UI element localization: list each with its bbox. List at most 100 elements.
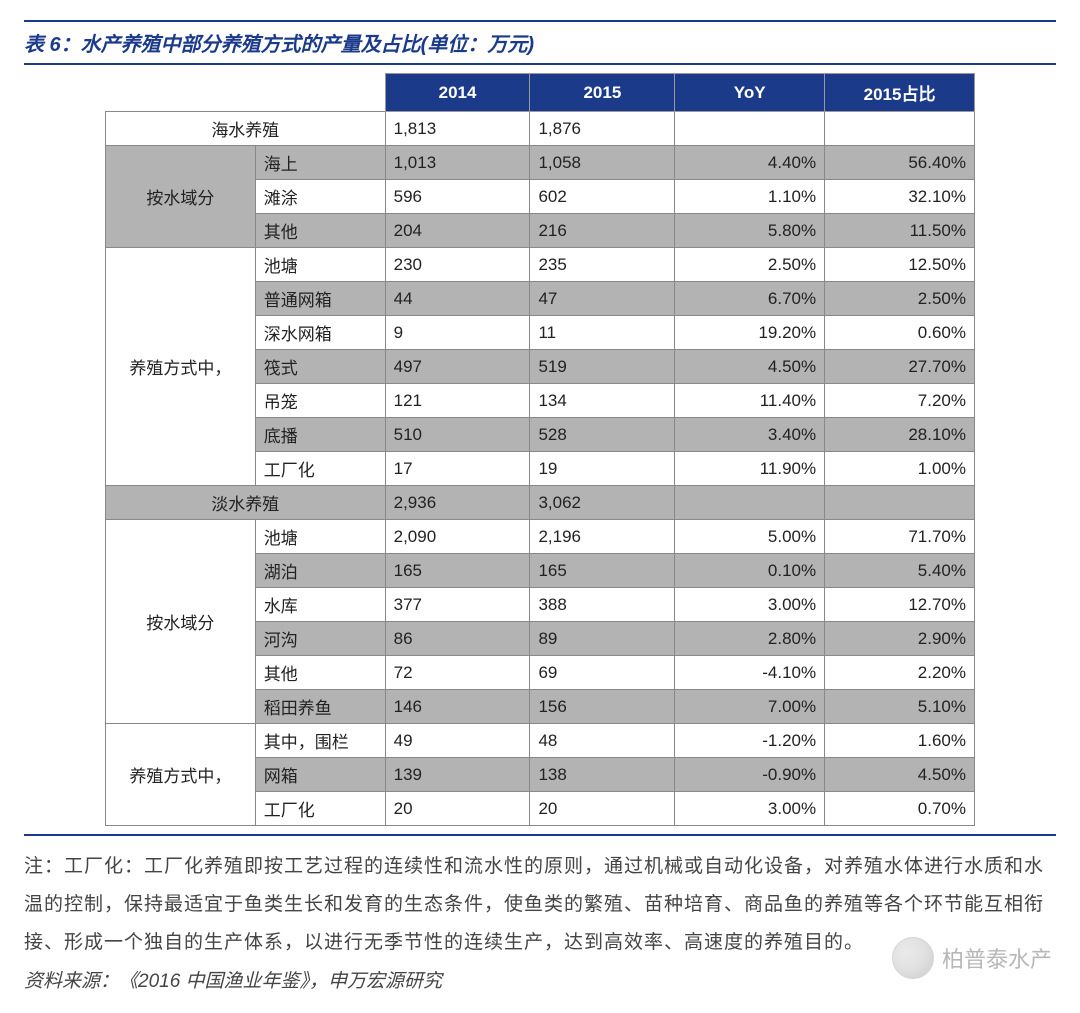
cell: 230	[385, 248, 530, 282]
cell: 121	[385, 384, 530, 418]
cell	[675, 486, 825, 520]
cell: 河沟	[255, 622, 385, 656]
cell: 池塘	[255, 520, 385, 554]
cell: 工厂化	[255, 792, 385, 826]
cell: 湖泊	[255, 554, 385, 588]
data-table: 2014 2015 YoY 2015占比 海水养殖1,8131,876按水域分海…	[105, 73, 975, 826]
cell: 602	[530, 180, 675, 214]
cell: 596	[385, 180, 530, 214]
cell: 5.80%	[675, 214, 825, 248]
cell: 1,876	[530, 112, 675, 146]
table-row: 淡水养殖2,9363,062	[106, 486, 975, 520]
cell: 11.90%	[675, 452, 825, 486]
cell: 86	[385, 622, 530, 656]
cell: 普通网箱	[255, 282, 385, 316]
cell	[825, 112, 975, 146]
watermark: 柏普泰水产	[892, 937, 1052, 979]
cell: 0.10%	[675, 554, 825, 588]
cell: 深水网箱	[255, 316, 385, 350]
cell: 139	[385, 758, 530, 792]
header-row: 2014 2015 YoY 2015占比	[106, 74, 975, 112]
table-row: 养殖方式中，其中，围栏4948-1.20%1.60%	[106, 724, 975, 758]
cell: -1.20%	[675, 724, 825, 758]
cell: 72	[385, 656, 530, 690]
cell: 稻田养鱼	[255, 690, 385, 724]
watermark-text: 柏普泰水产	[942, 942, 1052, 974]
cell: 12.70%	[825, 588, 975, 622]
cell: 1,058	[530, 146, 675, 180]
cell: 11.40%	[675, 384, 825, 418]
cell: 20	[530, 792, 675, 826]
cell: 其他	[255, 656, 385, 690]
cell: 池塘	[255, 248, 385, 282]
cell: 2.80%	[675, 622, 825, 656]
cell: 497	[385, 350, 530, 384]
cell: 工厂化	[255, 452, 385, 486]
cell: 28.10%	[825, 418, 975, 452]
col-yoy: YoY	[675, 74, 825, 112]
cell: 44	[385, 282, 530, 316]
cell: 71.70%	[825, 520, 975, 554]
cell: 12.50%	[825, 248, 975, 282]
table-row: 养殖方式中，池塘2302352.50%12.50%	[106, 248, 975, 282]
cell: 49	[385, 724, 530, 758]
cell: 510	[385, 418, 530, 452]
cell: 筏式	[255, 350, 385, 384]
cell: 377	[385, 588, 530, 622]
cell: 7.00%	[675, 690, 825, 724]
cell: 165	[385, 554, 530, 588]
cell: 2.20%	[825, 656, 975, 690]
bottom-rule	[24, 834, 1056, 836]
cell: 9	[385, 316, 530, 350]
cell: 47	[530, 282, 675, 316]
cell: 2,196	[530, 520, 675, 554]
cell: 海上	[255, 146, 385, 180]
col-2015: 2015	[530, 74, 675, 112]
cell: 69	[530, 656, 675, 690]
cell: 3.00%	[675, 588, 825, 622]
cell: 3,062	[530, 486, 675, 520]
cell: 165	[530, 554, 675, 588]
cell: 32.10%	[825, 180, 975, 214]
cell: 养殖方式中，	[106, 724, 256, 826]
cell: 5.00%	[675, 520, 825, 554]
cell: 134	[530, 384, 675, 418]
cell: 89	[530, 622, 675, 656]
cell: 19	[530, 452, 675, 486]
cell: 7.20%	[825, 384, 975, 418]
cell: 1.00%	[825, 452, 975, 486]
cell: 水库	[255, 588, 385, 622]
cell: 5.40%	[825, 554, 975, 588]
cell: 156	[530, 690, 675, 724]
table-row: 按水域分池塘2,0902,1965.00%71.70%	[106, 520, 975, 554]
cell: 27.70%	[825, 350, 975, 384]
cell: 20	[385, 792, 530, 826]
cell: 0.60%	[825, 316, 975, 350]
cell: 2.90%	[825, 622, 975, 656]
cell: 5.10%	[825, 690, 975, 724]
cell: 388	[530, 588, 675, 622]
cell: 海水养殖	[106, 112, 386, 146]
col-2014: 2014	[385, 74, 530, 112]
cell: 1.10%	[675, 180, 825, 214]
cell: 56.40%	[825, 146, 975, 180]
cell: 2.50%	[825, 282, 975, 316]
cell: 216	[530, 214, 675, 248]
table-row: 按水域分海上1,0131,0584.40%56.40%	[106, 146, 975, 180]
cell	[675, 112, 825, 146]
cell: 0.70%	[825, 792, 975, 826]
cell: 519	[530, 350, 675, 384]
cell: 528	[530, 418, 675, 452]
cell: 其中，围栏	[255, 724, 385, 758]
cell: -4.10%	[675, 656, 825, 690]
cell: 吊笼	[255, 384, 385, 418]
cell: 1.60%	[825, 724, 975, 758]
cell: 1,813	[385, 112, 530, 146]
cell: 2,090	[385, 520, 530, 554]
cell: 3.00%	[675, 792, 825, 826]
cell: 4.50%	[675, 350, 825, 384]
watermark-icon	[892, 937, 934, 979]
cell: 按水域分	[106, 520, 256, 724]
table-title-bar: 表 6：水产养殖中部分养殖方式的产量及占比(单位：万元)	[24, 20, 1056, 65]
cell: 4.50%	[825, 758, 975, 792]
